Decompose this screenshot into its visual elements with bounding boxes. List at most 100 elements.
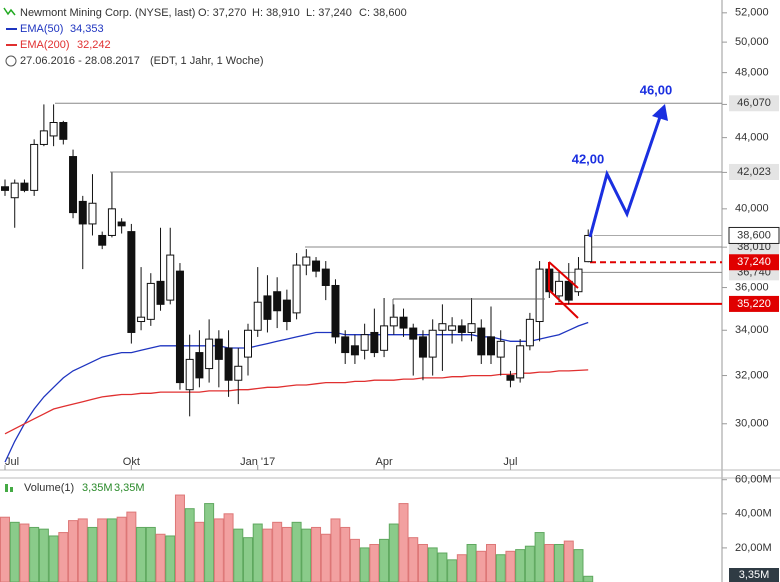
candle-body — [564, 280, 573, 301]
y-tick-label: 36,000 — [735, 281, 769, 293]
volume-bar — [48, 535, 59, 582]
candle-body — [360, 334, 369, 351]
current-price-label: 38,600 — [737, 229, 771, 241]
ohlc: O: 37,270 — [198, 7, 246, 19]
volume-bar — [116, 516, 127, 582]
candle-body — [321, 268, 330, 286]
y-tick-label: 60,00M — [735, 474, 772, 486]
flag-line — [548, 261, 579, 289]
volume-bar — [369, 543, 380, 582]
candle-body — [59, 122, 68, 140]
volume-bar — [330, 518, 341, 582]
volume-bar — [262, 528, 273, 582]
candle-body — [496, 340, 505, 358]
volume-bar — [97, 518, 108, 582]
candle-body — [535, 268, 544, 323]
vol-icon — [5, 484, 8, 492]
forecast-arrow — [588, 113, 663, 238]
ohlc: C: 38,600 — [359, 7, 407, 19]
candle-body — [312, 260, 321, 272]
volume-bar — [417, 543, 428, 582]
x-tick-label: Jul — [5, 456, 19, 468]
volume-value: 3,35M — [114, 482, 145, 494]
candle-body — [409, 327, 418, 340]
title: Newmont Mining Corp. (NYSE, last) — [20, 7, 195, 19]
volume-bar — [408, 537, 419, 582]
x-tick-label: Jan '17 — [240, 456, 275, 468]
candle-body — [39, 130, 48, 145]
candle-body — [10, 182, 19, 199]
volume-bar — [524, 545, 535, 582]
volume-bar — [573, 549, 584, 582]
candle-body — [380, 325, 389, 351]
annotation: 42,00 — [572, 151, 605, 166]
current-price-box — [728, 226, 780, 244]
candle-body — [1, 186, 9, 191]
level-label-box — [729, 295, 779, 312]
volume-bar — [252, 523, 263, 582]
y-tick-label: 44,000 — [735, 132, 769, 144]
legend-entry: EMA(200) — [20, 39, 70, 51]
x-tick-label: Apr — [376, 456, 393, 468]
level-label-box — [729, 95, 779, 112]
level-label: 37,240 — [737, 256, 771, 268]
candle-body — [244, 329, 252, 358]
candle-body — [574, 268, 583, 293]
volume-bar — [437, 552, 448, 582]
ema-line — [4, 369, 589, 435]
volume-bar — [126, 511, 137, 582]
vol-icon — [10, 487, 13, 492]
candle-body — [282, 299, 291, 323]
candle-body — [253, 301, 262, 331]
candle-body — [331, 284, 340, 338]
y-tick-label: 34,000 — [735, 324, 769, 336]
candle-body — [506, 375, 515, 381]
candle-body — [137, 316, 146, 323]
volume-bar — [58, 532, 69, 582]
candle-body — [399, 316, 408, 329]
y-tick-label: 40,000 — [735, 203, 769, 215]
candle-body — [98, 234, 107, 246]
volume-bar — [29, 526, 40, 582]
volume-bar — [0, 516, 10, 582]
candle-body — [127, 231, 136, 333]
volume-bar — [515, 549, 526, 582]
candle-body — [525, 318, 534, 347]
volume-bar — [563, 540, 574, 582]
volume-bar — [106, 518, 117, 582]
legend-value: 34,353 — [70, 23, 104, 35]
volume-bar — [359, 547, 370, 582]
volume-bar — [505, 550, 516, 582]
volume-bar — [291, 521, 302, 582]
volume-bar — [379, 538, 390, 582]
volume-bar — [272, 521, 283, 582]
volume-bar — [388, 523, 399, 582]
candle-body — [263, 295, 272, 320]
candle-body — [477, 327, 486, 356]
volume-bar — [145, 526, 156, 582]
volume-label-box — [729, 568, 779, 582]
level-label-box — [729, 254, 779, 271]
candle-body — [234, 365, 243, 381]
candle-body — [69, 156, 78, 214]
plot-area: 30,00032,00034,00036,00038,00040,00042,0… — [0, 7, 780, 582]
candle-body — [166, 254, 175, 301]
candle-body — [49, 122, 58, 137]
volume-bar — [38, 528, 49, 582]
volume-bar — [87, 526, 98, 582]
date-range: 27.06.2016 - 28.08.2017 — [20, 55, 140, 67]
volume-bar — [311, 526, 322, 582]
candle-body — [428, 329, 437, 358]
candle-body — [341, 336, 350, 354]
volume-bar — [19, 523, 30, 582]
y-tick-label: 32,000 — [735, 369, 769, 381]
y-tick-label: 30,000 — [735, 418, 769, 430]
volume-bar — [427, 547, 438, 582]
candle-body — [20, 182, 29, 191]
volume-bar — [466, 543, 477, 582]
arrow-head — [652, 104, 668, 121]
clock-icon — [5, 55, 17, 67]
candle-body — [273, 291, 282, 312]
volume-bar — [544, 543, 555, 582]
candle-body — [107, 208, 116, 236]
